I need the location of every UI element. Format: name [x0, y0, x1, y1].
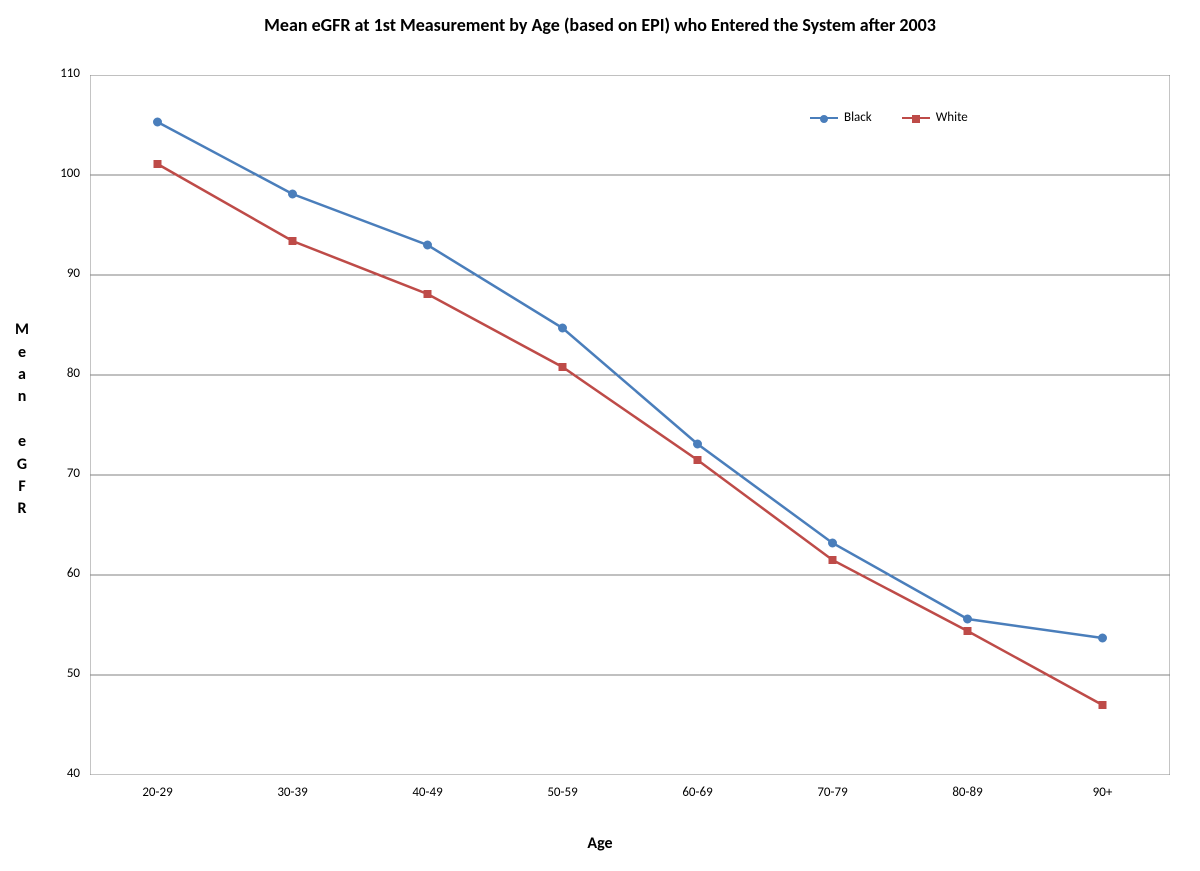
x-tick-label: 20-29 — [128, 785, 188, 800]
x-tick-label: 50-59 — [533, 785, 593, 800]
chart-container: Mean eGFR at 1st Measurement by Age (bas… — [0, 0, 1200, 871]
legend: Black White — [810, 110, 968, 125]
chart-title: Mean eGFR at 1st Measurement by Age (bas… — [0, 14, 1200, 36]
x-axis-label: Age — [0, 834, 1200, 853]
y-tick-label: 50 — [67, 666, 80, 681]
y-tick-label: 100 — [60, 166, 80, 181]
legend-label: Black — [844, 110, 872, 125]
legend-item: White — [902, 110, 968, 125]
x-tick-label: 40-49 — [398, 785, 458, 800]
y-tick-label: 70 — [67, 466, 80, 481]
x-tick-label: 30-39 — [263, 785, 323, 800]
x-tick-label: 60-69 — [668, 785, 728, 800]
circle-marker-icon — [820, 115, 828, 123]
y-tick-label: 80 — [67, 366, 80, 381]
legend-item: Black — [810, 110, 872, 125]
legend-label: White — [936, 110, 968, 125]
x-tick-label: 80-89 — [938, 785, 998, 800]
y-tick-label: 40 — [67, 766, 80, 781]
square-marker-icon — [912, 115, 920, 123]
y-tick-label: 90 — [67, 266, 80, 281]
x-tick-label: 70-79 — [803, 785, 863, 800]
y-tick-label: 110 — [60, 66, 80, 81]
y-axis-label: Mean eGFR — [12, 120, 32, 720]
x-tick-label: 90+ — [1073, 785, 1133, 800]
plot-area — [90, 75, 1170, 775]
y-tick-label: 60 — [67, 566, 80, 581]
